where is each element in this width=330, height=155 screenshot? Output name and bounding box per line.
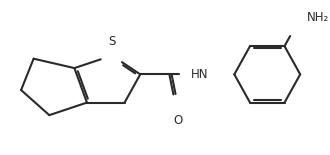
Text: NH₂: NH₂ [307, 11, 329, 24]
Text: O: O [173, 114, 182, 127]
Text: HN: HN [191, 68, 209, 81]
Text: S: S [108, 35, 116, 48]
